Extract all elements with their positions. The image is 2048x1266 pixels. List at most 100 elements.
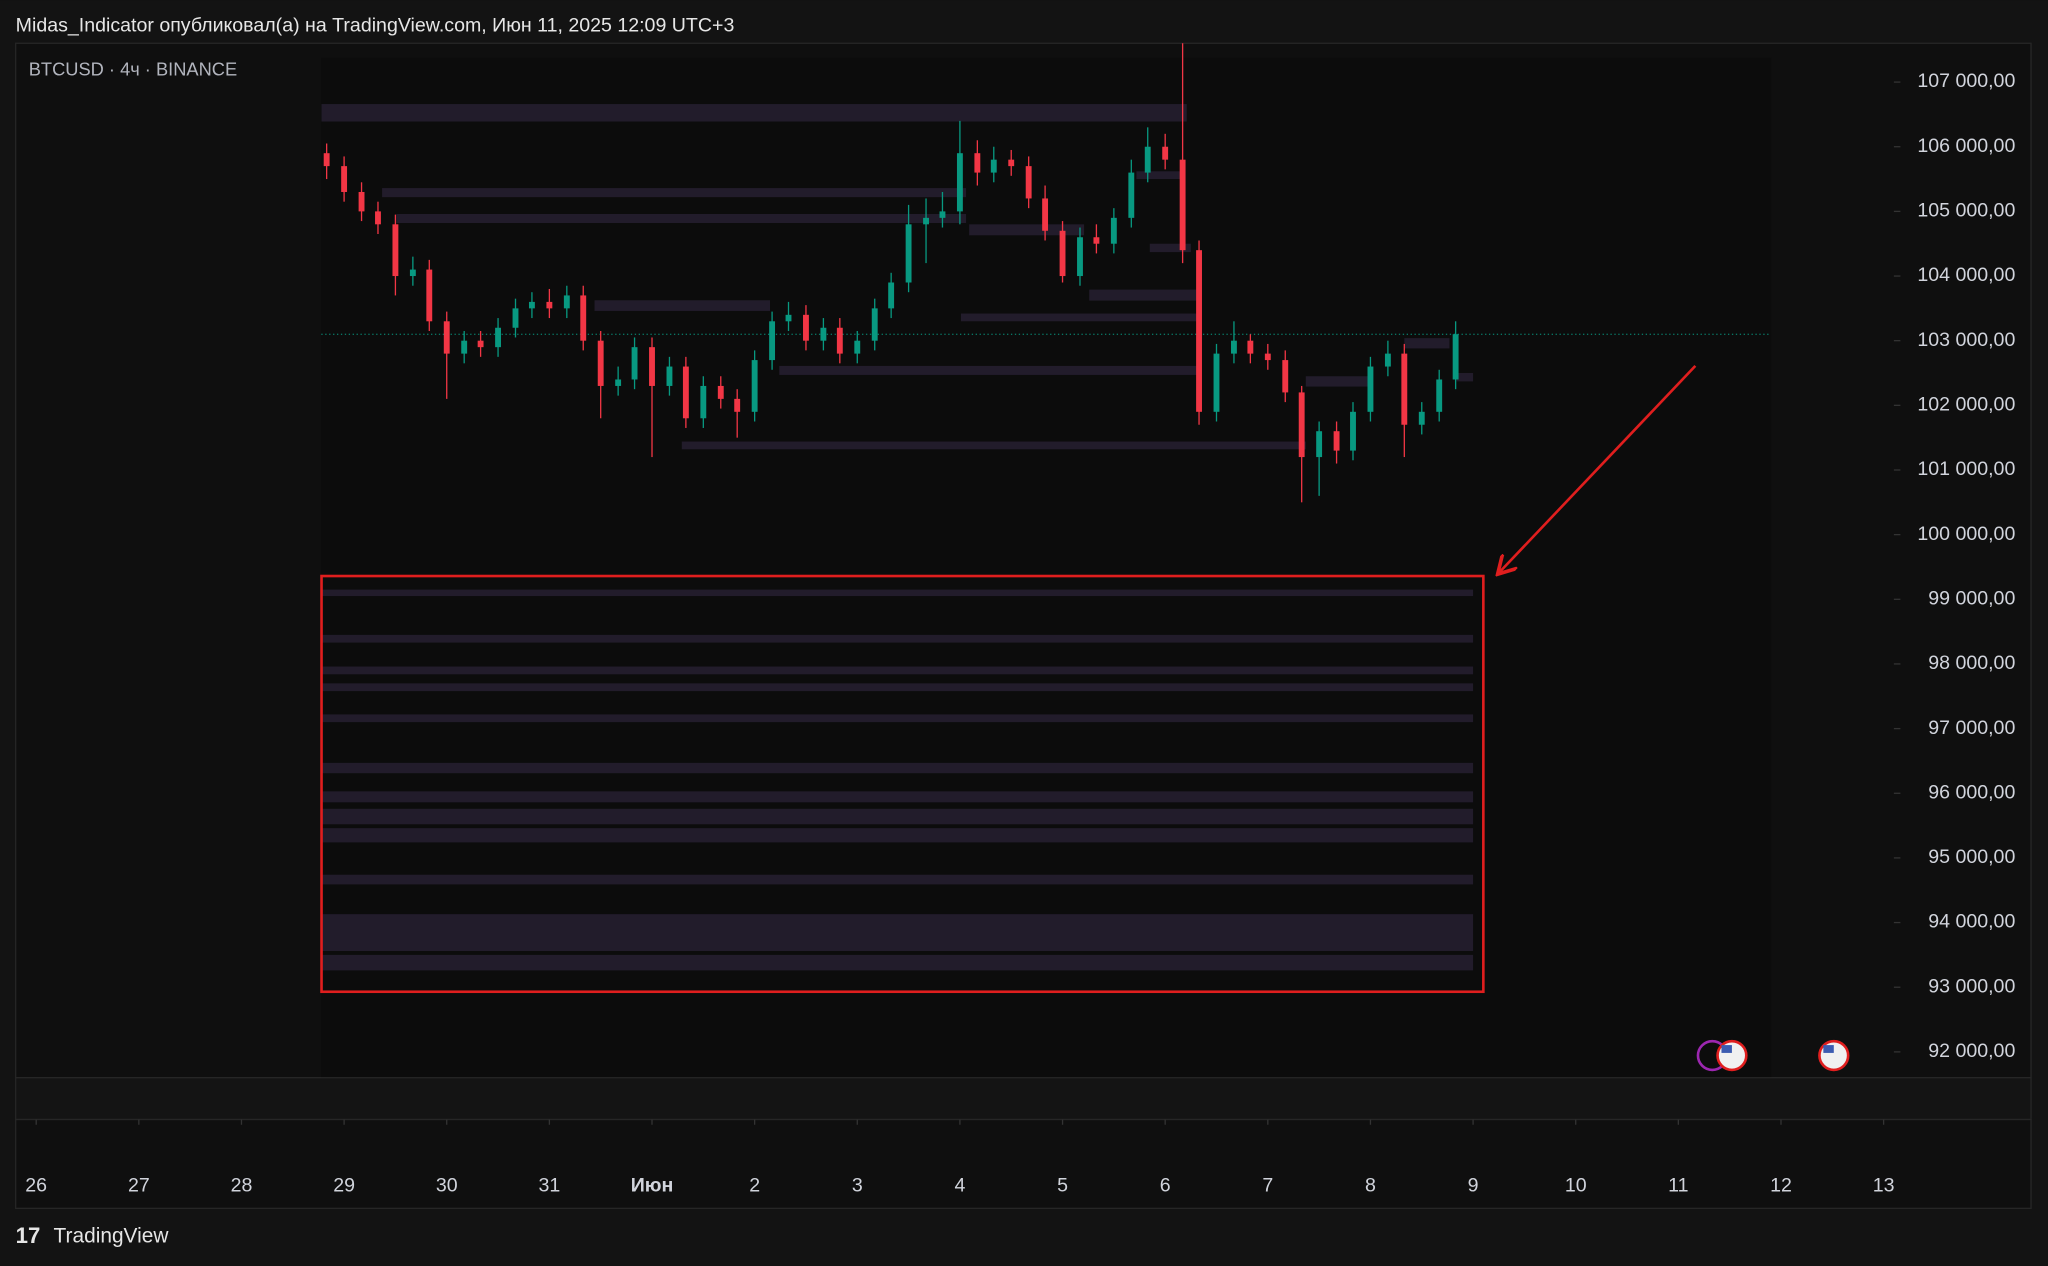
zone (1136, 171, 1182, 180)
symbol: BTCUSD · 4ч · BINANCE (29, 59, 237, 80)
candle-body (1316, 431, 1323, 458)
candle-body (1333, 431, 1340, 451)
y-tick-label: 100 000,00 (1917, 523, 2015, 545)
plot: 92 000,00 93 000,00 94 000,00 95 000,00 96 0… (25, 43, 2015, 1196)
y-tick-label: 99 000,00 (1928, 587, 2015, 609)
candle-body (563, 295, 570, 309)
logo-mark: 17 (16, 1223, 41, 1248)
header: Midas_Indicator опубликовал(а) на Tradin… (16, 14, 735, 36)
x-tick-label: 3 (852, 1174, 863, 1196)
x-tick-label: 26 (25, 1174, 47, 1196)
zone (321, 874, 1474, 885)
zone (681, 441, 1306, 450)
candle-body (1213, 353, 1220, 412)
y-tick-label: 98 000,00 (1928, 652, 2015, 674)
arrow (1499, 364, 1697, 572)
candle-body (1110, 217, 1117, 244)
x-tick-label: 28 (231, 1174, 253, 1196)
candle-body (785, 314, 792, 322)
y-tick-label: 106 000,00 (1917, 135, 2015, 157)
candle-body (836, 327, 843, 354)
candle-body (1025, 166, 1032, 199)
zone (321, 714, 1474, 723)
y-tick-label: 94 000,00 (1928, 911, 2015, 933)
zone (1305, 376, 1372, 387)
candle-body (871, 308, 878, 341)
candle-body (1367, 366, 1374, 412)
candle-body (375, 211, 381, 225)
zone (1149, 243, 1191, 253)
event-icons (1696, 1039, 1850, 1072)
candle-body (546, 301, 553, 309)
y-tick-label: 104 000,00 (1917, 264, 2015, 286)
y-tick-label: 107 000,00 (1917, 70, 2015, 92)
candle-body (358, 191, 365, 212)
candle-body (1128, 172, 1135, 218)
candle-body (409, 269, 416, 277)
flag-canton (1823, 1045, 1834, 1053)
footer: TradingView (54, 1225, 170, 1248)
zone (969, 224, 1085, 236)
candle-body (1077, 237, 1083, 277)
candle-body (1042, 198, 1049, 231)
zone (321, 808, 1474, 825)
candle-body (682, 366, 689, 419)
candle-body (820, 327, 827, 341)
candle-body (580, 295, 587, 341)
candle-body (443, 321, 450, 354)
x-tick-label: 12 (1770, 1174, 1792, 1196)
candle-body (495, 327, 501, 348)
candle-body (1247, 340, 1254, 354)
y-tick-label: 105 000,00 (1917, 200, 2015, 222)
zone (321, 683, 1474, 692)
candle-body (700, 385, 707, 419)
candle-body (717, 385, 724, 399)
y-tick-label: 96 000,00 (1928, 781, 2015, 803)
candle-body (341, 166, 348, 192)
candle-body (1059, 230, 1066, 277)
zone (321, 762, 1474, 774)
zone (321, 914, 1474, 952)
time-axis (15, 1118, 2032, 1209)
candle-body (1452, 334, 1459, 380)
y-tick-label: 95 000,00 (1928, 846, 2015, 868)
zone (321, 791, 1474, 803)
candle-body (1231, 340, 1237, 354)
candle-body (477, 340, 484, 348)
x-tick-label: Июн (631, 1174, 674, 1196)
highlight-box (320, 574, 1485, 994)
candle-body (1401, 353, 1408, 425)
x-tick-label: 4 (954, 1174, 965, 1196)
candle-body (888, 282, 895, 309)
candle-body (1179, 159, 1186, 251)
candle-body (392, 224, 399, 277)
candle-body (1350, 411, 1356, 451)
x-tick-label: 5 (1057, 1174, 1068, 1196)
x-tick-label: 7 (1262, 1174, 1273, 1196)
zone (382, 188, 967, 198)
flag-canton (1721, 1045, 1732, 1053)
candle-body (1436, 379, 1443, 412)
candle-body (1298, 392, 1305, 458)
candle-body (923, 217, 929, 225)
candle-body (528, 301, 535, 309)
zone (960, 313, 1200, 322)
zone (321, 104, 1187, 122)
x-tick-label: 2 (749, 1174, 760, 1196)
x-tick-label: 13 (1873, 1174, 1895, 1196)
sub-pane (15, 1077, 2032, 1121)
candle-body (769, 321, 776, 361)
candle-body (1008, 159, 1015, 167)
x-tick-label: 6 (1160, 1174, 1171, 1196)
candle-body (974, 153, 981, 173)
candle-body (905, 224, 912, 283)
zone (321, 828, 1474, 843)
candle-body (512, 308, 519, 328)
x-tick-label: 11 (1668, 1174, 1688, 1196)
zone (1456, 373, 1474, 382)
x-tick-label: 10 (1565, 1174, 1587, 1196)
candle-body (751, 360, 758, 412)
candle-body (615, 379, 622, 386)
zone (1404, 338, 1450, 349)
